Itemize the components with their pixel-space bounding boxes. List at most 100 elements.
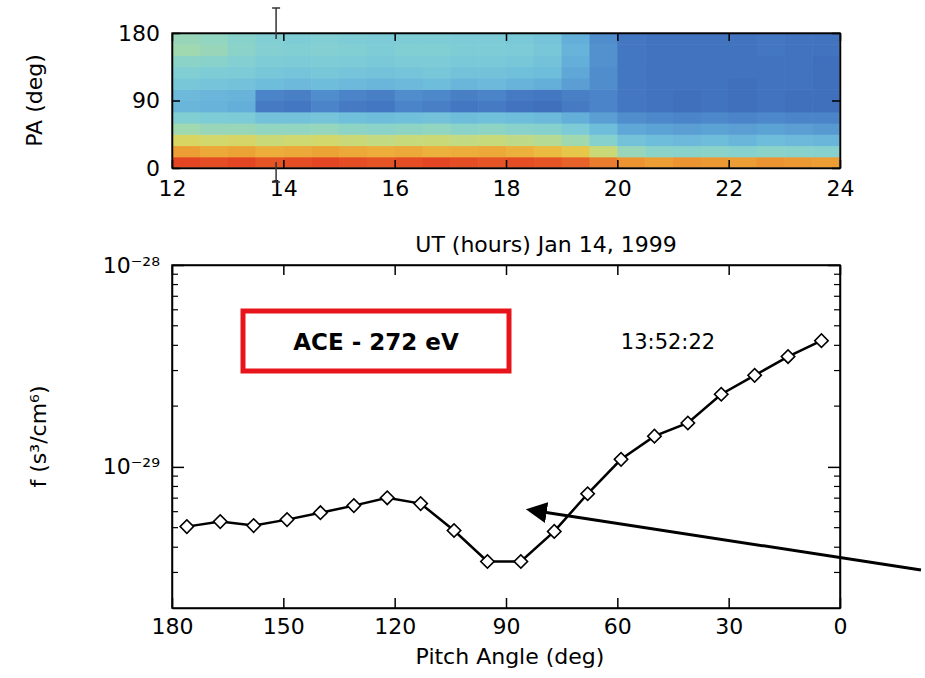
cell [228,44,256,56]
marker [347,499,360,512]
cell [673,146,701,158]
cell [450,101,478,113]
cell [617,89,645,101]
cell [562,146,590,158]
cell [283,67,311,79]
marker [514,555,527,568]
cell [812,33,840,45]
cell [673,134,701,146]
cell [228,56,256,68]
plot-frame [172,33,840,168]
tick-mark [832,168,840,170]
cell [757,44,785,56]
cell [729,33,757,45]
cell [673,78,701,90]
tick-mark [172,265,184,267]
cell [478,157,506,168]
marker [681,416,694,429]
cell [701,157,729,168]
cell [645,78,673,90]
tick: 14 [270,160,298,201]
tick [617,33,618,41]
tick-mark [617,265,619,275]
cell [729,134,757,146]
cell [200,157,228,168]
cell [701,134,729,146]
cell [673,89,701,101]
cell [311,56,339,68]
cell [506,112,534,124]
cell [200,134,228,146]
cell [506,134,534,146]
tick-label: 120 [374,614,416,639]
cell [395,33,423,45]
cell [590,44,618,56]
cell [645,44,673,56]
cell [701,146,729,158]
cell [784,67,812,79]
marker [815,334,828,347]
tick-label: 0 [834,614,848,639]
cell [311,67,339,79]
tick: 150 [263,598,305,639]
cell [256,44,284,56]
minor-tick [834,547,840,548]
cell [645,123,673,135]
cell [812,112,840,124]
cell [729,44,757,56]
cell [395,134,423,146]
cell [367,123,395,135]
annotation-box [243,311,509,371]
cell [812,101,840,113]
tick-mark [172,33,180,35]
plot-frame [172,265,840,608]
cell [339,89,367,101]
cell [228,101,256,113]
tick-mark [394,33,396,41]
cell [311,134,339,146]
tick-mark [728,265,730,275]
cell [729,56,757,68]
cell [339,44,367,56]
cell [478,134,506,146]
tick-mark [506,265,508,275]
axis [173,265,841,275]
cell [228,134,256,146]
x-axis-title: UT (hours) Jan 14, 1999 [415,232,676,257]
tick-mark [394,265,396,275]
tick [283,33,284,41]
cell [534,123,562,135]
tick-label: 24 [827,176,855,201]
cell [423,101,451,113]
time-marker-top [275,8,277,39]
cell [423,146,451,158]
cell [172,78,200,90]
cell [367,33,395,45]
cell [283,33,311,45]
panel-bottom: 180150120906030010⁻²⁸10⁻²⁹Pitch Angle (d… [26,253,848,669]
cell [645,56,673,68]
tick-mark [728,160,730,168]
cell [812,67,840,79]
tick: 90 [132,88,180,113]
cell [395,56,423,68]
cell [534,157,562,168]
cell [506,89,534,101]
cell [506,56,534,68]
cell [172,89,200,101]
tick-mark [832,100,840,102]
cell [256,101,284,113]
cell [617,157,645,168]
cell [784,44,812,56]
tick: 0 [146,156,180,181]
cell [562,134,590,146]
tick [729,33,730,41]
cell [729,157,757,168]
cell [812,157,840,168]
cell [200,89,228,101]
tick-mark [506,33,508,41]
cell [172,112,200,124]
cell [478,67,506,79]
tick-label: 180 [152,614,194,639]
tick-mark [283,265,285,275]
